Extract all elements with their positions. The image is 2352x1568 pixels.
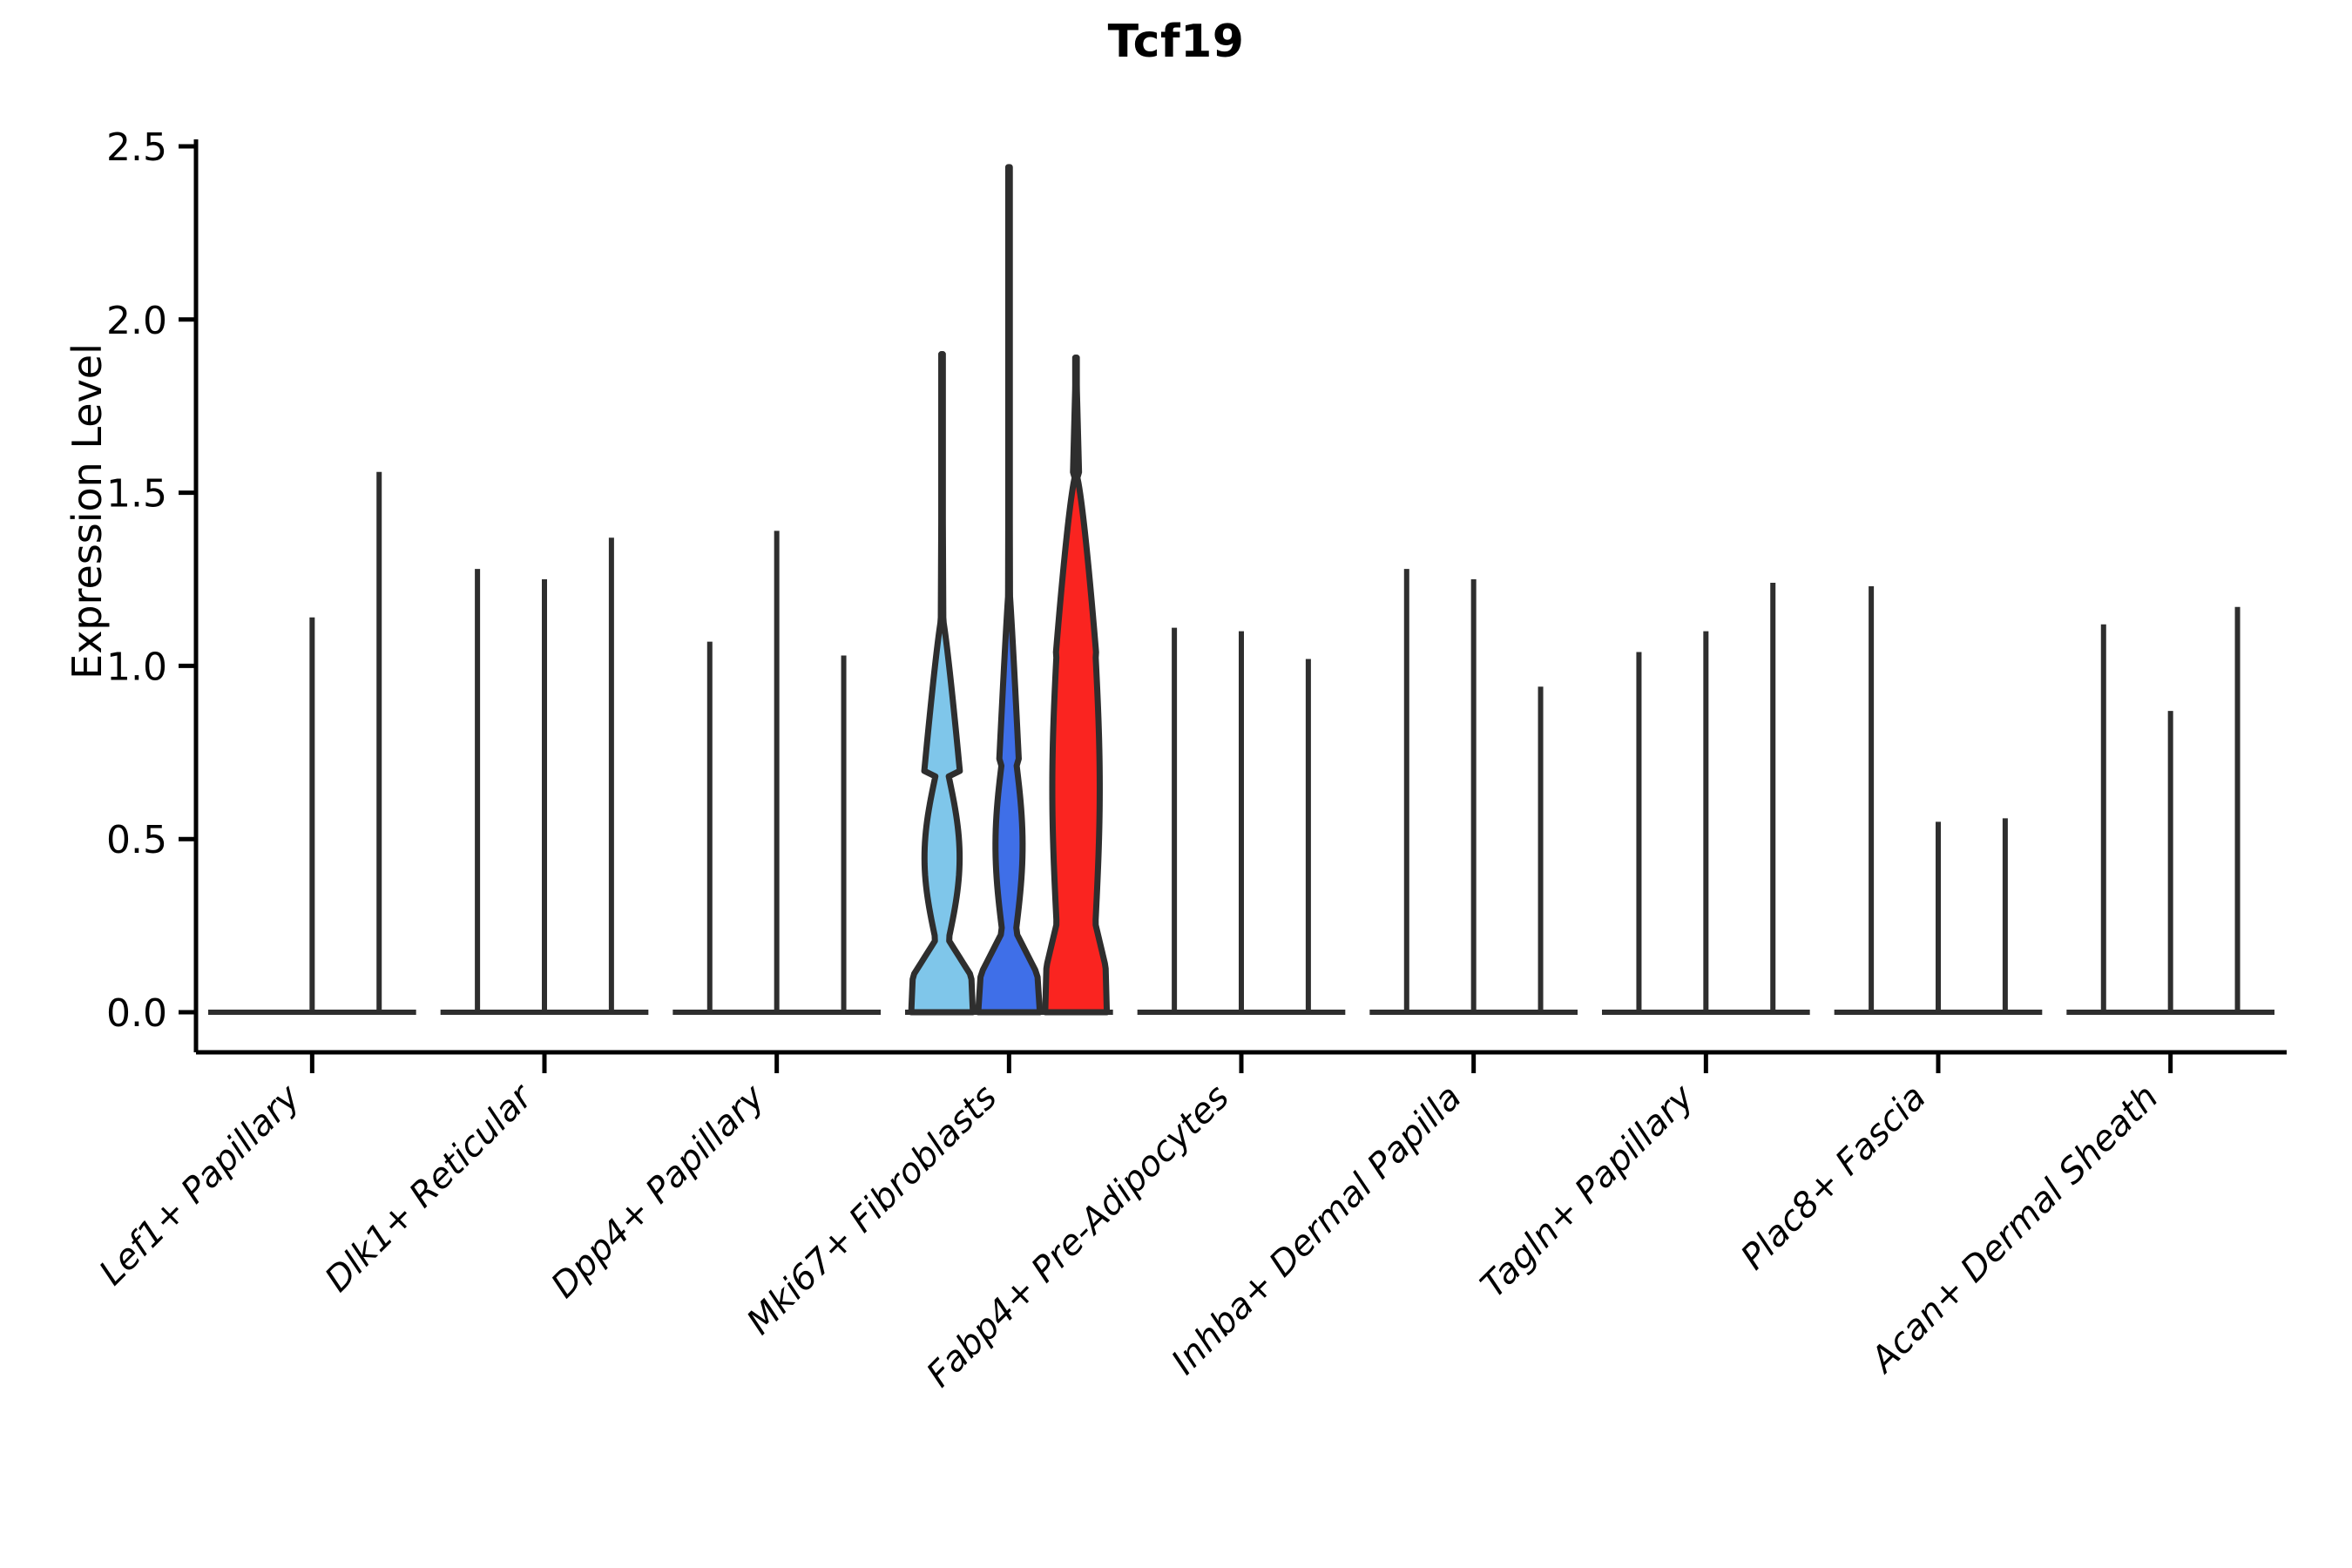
- x-tick-label: Tagln+ Papillary: [1473, 1077, 1702, 1306]
- y-tick-label: 2.5: [106, 125, 167, 170]
- x-tick-label: Dlk1+ Reticular: [318, 1076, 542, 1300]
- violin-shape[interactable]: [1042, 355, 1111, 1016]
- y-tick-label: 1.0: [106, 645, 167, 689]
- x-tick-label: Mki67+ Fibroblasts: [740, 1078, 1005, 1343]
- violin-shape[interactable]: [908, 351, 977, 1016]
- violin-shape[interactable]: [975, 164, 1044, 1016]
- x-tick-label: Lef1+ Papillary: [91, 1077, 308, 1294]
- y-axis: 0.0 0.5 1.0 1.5 2.0 2.5: [106, 125, 196, 1036]
- y-tick-label: 2.0: [106, 299, 167, 343]
- x-tick-label: Dpp4+ Papillary: [544, 1077, 773, 1306]
- x-tick-label: Plac8+ Fascia: [1734, 1078, 1934, 1278]
- violin-series: [208, 164, 2274, 1016]
- y-tick-label: 0.5: [106, 818, 167, 862]
- x-axis: Lef1+ Papillary Dlk1+ Reticular Dpp4+ Papi…: [91, 1052, 2173, 1395]
- y-tick-label: 0.0: [106, 991, 167, 1036]
- chart-title: Tcf19: [1107, 16, 1245, 68]
- y-tick-label: 1.5: [106, 472, 167, 517]
